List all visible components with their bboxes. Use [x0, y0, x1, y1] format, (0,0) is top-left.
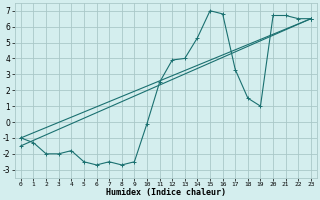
X-axis label: Humidex (Indice chaleur): Humidex (Indice chaleur): [106, 188, 226, 197]
